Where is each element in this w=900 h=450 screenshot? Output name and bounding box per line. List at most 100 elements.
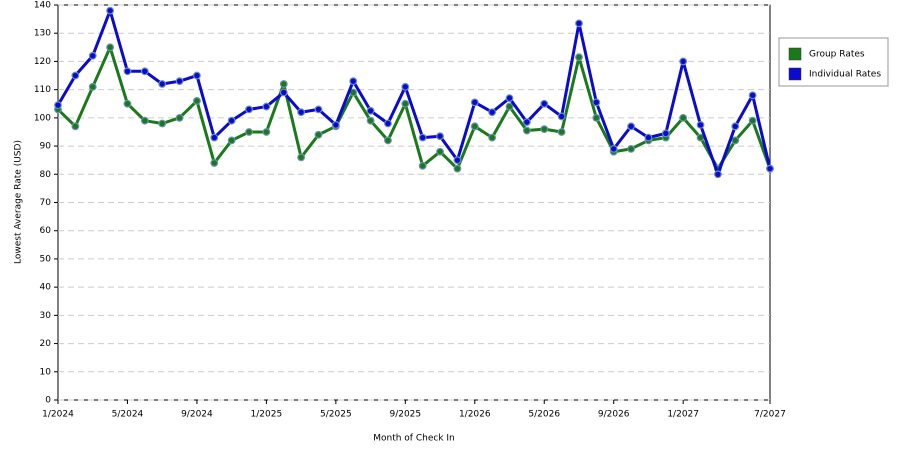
data-point bbox=[470, 122, 479, 131]
data-point bbox=[679, 57, 688, 66]
data-point bbox=[279, 88, 288, 97]
data-point bbox=[592, 98, 601, 107]
x-tick-label: 7/2027 bbox=[754, 410, 786, 420]
x-tick-label: 1/2026 bbox=[459, 410, 491, 420]
data-point bbox=[366, 116, 375, 125]
data-point bbox=[436, 147, 444, 156]
data-point bbox=[575, 19, 583, 28]
y-tick-label: 50 bbox=[40, 254, 52, 264]
y-tick-label: 30 bbox=[40, 311, 52, 321]
data-point bbox=[714, 170, 722, 179]
data-point bbox=[314, 105, 323, 114]
data-point bbox=[175, 113, 184, 122]
x-axis-label: Month of Check In bbox=[373, 434, 455, 444]
y-tick-label: 20 bbox=[40, 339, 52, 349]
x-tick-label: 5/2026 bbox=[528, 410, 560, 420]
y-tick-label: 80 bbox=[40, 170, 52, 180]
data-point bbox=[592, 113, 601, 122]
data-point bbox=[123, 67, 132, 76]
y-tick-label: 10 bbox=[40, 367, 52, 377]
data-point bbox=[158, 80, 167, 88]
data-point bbox=[123, 99, 132, 108]
data-point bbox=[71, 122, 80, 131]
data-point bbox=[644, 133, 653, 142]
data-point bbox=[331, 121, 340, 129]
y-tick-label: 100 bbox=[34, 113, 51, 123]
data-point bbox=[418, 161, 427, 170]
data-point bbox=[679, 113, 688, 122]
data-point bbox=[505, 94, 514, 103]
data-point bbox=[453, 164, 462, 173]
data-point bbox=[71, 71, 80, 80]
data-point bbox=[748, 116, 757, 125]
data-point bbox=[297, 153, 306, 162]
data-point bbox=[540, 99, 549, 108]
data-point bbox=[314, 130, 323, 139]
data-point bbox=[193, 71, 201, 80]
data-point bbox=[366, 106, 375, 115]
data-point bbox=[140, 67, 149, 76]
data-point bbox=[106, 6, 114, 15]
data-point bbox=[88, 51, 97, 60]
data-point bbox=[158, 119, 167, 128]
data-point bbox=[384, 119, 392, 128]
data-point bbox=[540, 125, 549, 134]
data-point bbox=[661, 129, 670, 138]
data-point bbox=[210, 133, 219, 142]
x-tick-label: 5/2025 bbox=[320, 410, 352, 420]
data-point bbox=[279, 80, 288, 88]
legend-label: Group Rates bbox=[809, 50, 865, 60]
y-tick-label: 0 bbox=[45, 396, 51, 406]
data-point bbox=[748, 91, 757, 100]
data-point bbox=[731, 136, 740, 145]
data-point bbox=[88, 82, 97, 91]
y-tick-label: 110 bbox=[34, 85, 51, 95]
data-point bbox=[557, 128, 566, 136]
y-tick-label: 130 bbox=[34, 29, 51, 39]
data-point bbox=[627, 144, 635, 153]
data-point bbox=[193, 97, 201, 105]
data-point bbox=[557, 112, 566, 121]
y-tick-label: 140 bbox=[34, 1, 51, 11]
y-tick-label: 70 bbox=[40, 198, 52, 208]
x-tick-label: 5/2024 bbox=[112, 410, 144, 420]
data-point bbox=[227, 116, 236, 125]
data-point bbox=[453, 156, 462, 165]
data-point bbox=[627, 122, 635, 131]
x-tick-label: 9/2024 bbox=[181, 410, 213, 420]
data-point bbox=[401, 82, 410, 91]
y-tick-label: 120 bbox=[34, 57, 51, 67]
data-point bbox=[609, 144, 618, 153]
data-point bbox=[106, 43, 114, 52]
data-point bbox=[384, 136, 392, 145]
data-point bbox=[349, 77, 358, 86]
data-point bbox=[210, 159, 219, 167]
legend-label: Individual Rates bbox=[809, 70, 881, 80]
x-tick-label: 1/2024 bbox=[42, 410, 74, 420]
y-axis-label: Lowest Average Rate (USD) bbox=[14, 140, 24, 264]
data-point bbox=[175, 77, 184, 86]
data-point bbox=[401, 99, 410, 108]
y-tick-label: 60 bbox=[40, 226, 52, 236]
legend-swatch bbox=[788, 67, 802, 81]
x-tick-label: 9/2026 bbox=[598, 410, 630, 420]
data-point bbox=[522, 118, 531, 126]
data-point bbox=[436, 132, 444, 141]
x-tick-label: 1/2025 bbox=[251, 410, 283, 420]
legend-swatch bbox=[788, 47, 802, 61]
x-tick-label: 1/2027 bbox=[667, 410, 699, 420]
y-tick-label: 40 bbox=[40, 283, 52, 293]
y-tick-label: 90 bbox=[40, 142, 52, 152]
data-point bbox=[575, 53, 583, 62]
data-point bbox=[227, 136, 236, 145]
data-point bbox=[262, 128, 271, 136]
data-point bbox=[54, 101, 62, 110]
data-point bbox=[488, 108, 497, 117]
data-point bbox=[505, 102, 514, 111]
data-point bbox=[140, 116, 149, 125]
x-tick-label: 9/2025 bbox=[389, 410, 421, 420]
data-point bbox=[418, 133, 427, 142]
data-point bbox=[696, 121, 705, 129]
data-point bbox=[488, 133, 497, 142]
